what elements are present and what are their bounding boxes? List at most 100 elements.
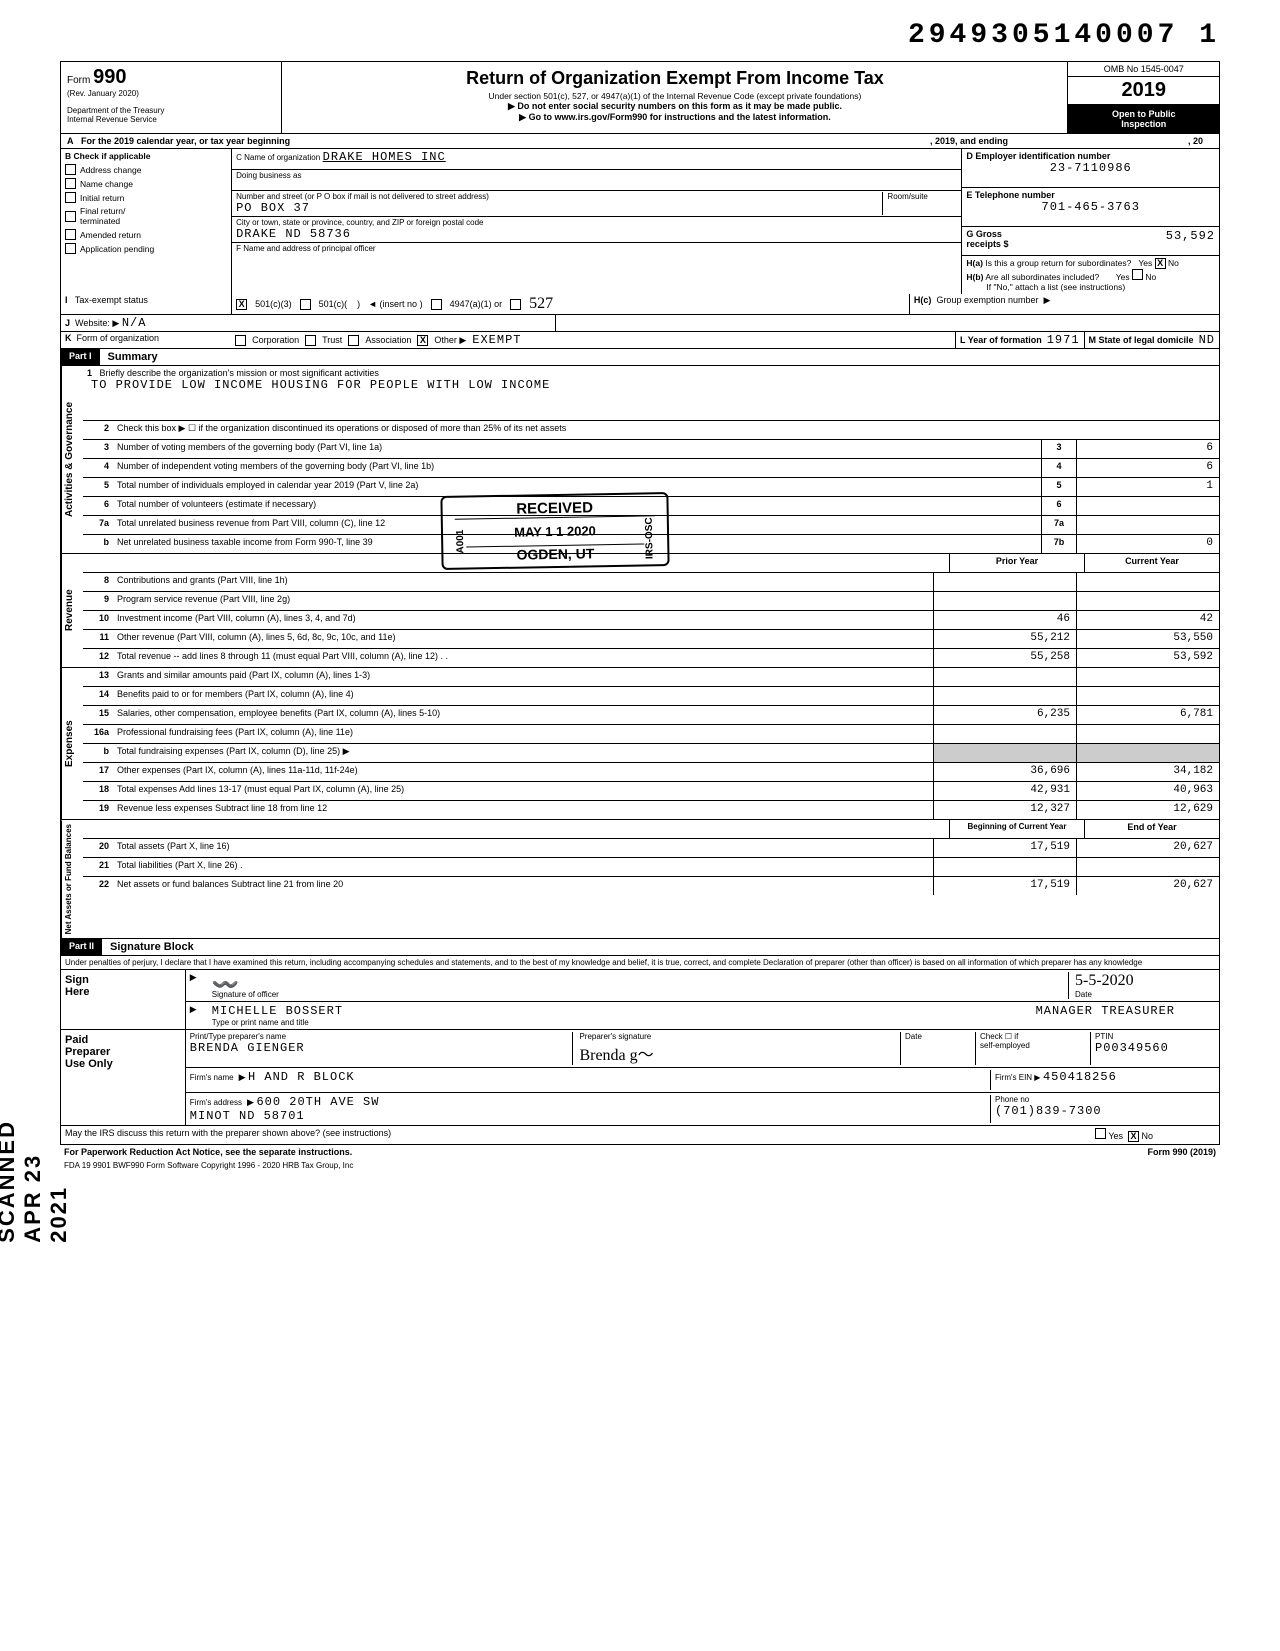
asset-line: 22Net assets or fund balances Subtract l… [83, 877, 1219, 895]
ein-val: 23-7110986 [966, 161, 1215, 175]
form-header: Form 990 (Rev. January 2020) Department … [60, 61, 1220, 134]
h-note: If "No," attach a list (see instructions… [966, 282, 1215, 292]
open-inspection: Open to Public Inspection [1068, 105, 1219, 133]
perjury-text: Under penalties of perjury, I declare th… [60, 956, 1220, 970]
form-number: 990 [93, 66, 126, 88]
omb-number: OMB No 1545-0047 [1068, 62, 1219, 77]
asset-line: 21Total liabilities (Part X, line 26) . [83, 858, 1219, 877]
city-label: City or town, state or province, country… [236, 218, 957, 227]
expense-line: 13Grants and similar amounts paid (Part … [83, 668, 1219, 687]
other-val: EXEMPT [472, 333, 521, 347]
ptin-label: PTIN [1095, 1032, 1215, 1041]
hc-text: Group exemption number [936, 295, 1038, 305]
line-a-begin: For the 2019 calendar year, or tax year … [81, 136, 930, 146]
phone-label: E Telephone number [966, 190, 1215, 200]
yearform-val: 1971 [1047, 333, 1080, 347]
document-number: 2949305140007 1 [60, 20, 1220, 51]
prior-year-header: Prior Year [949, 554, 1084, 572]
firm-phone-label: Phone no [995, 1095, 1215, 1104]
firm-ein: 450418256 [1043, 1070, 1117, 1084]
phone-val: 701-465-3763 [966, 200, 1215, 214]
governance-line: 5Total number of individuals employed in… [83, 478, 1219, 497]
ptin-val: P00349560 [1095, 1041, 1215, 1055]
discuss-text: May the IRS discuss this return with the… [65, 1128, 1095, 1142]
hb-no-check [1132, 269, 1143, 280]
prep-name-label: Print/Type preparer's name [190, 1032, 563, 1041]
mission-val: TO PROVIDE LOW INCOME HOUSING FOR PEOPLE… [87, 378, 550, 392]
governance-line: 3Number of voting members of the governi… [83, 440, 1219, 459]
form-dept: Department of the Treasury Internal Reve… [67, 106, 275, 124]
check-self-label: Check ☐ if self-employed [975, 1032, 1080, 1065]
officer-label: F Name and address of principal officer [236, 244, 375, 278]
revenue-line: 9Program service revenue (Part VIII, lin… [83, 592, 1219, 611]
opt-trust: Trust [322, 335, 342, 345]
revenue-line: 10Investment income (Part VIII, column (… [83, 611, 1219, 630]
governance-label: Activities & Governance [61, 366, 83, 553]
opt-corp: Corporation [252, 335, 299, 345]
formorg-label: Form of organization [77, 333, 160, 343]
line-a-mid: , 2019, and ending [930, 136, 1008, 146]
governance-line: 6Total number of volunteers (estimate if… [83, 497, 1219, 516]
checkb-item: Amended return [65, 229, 227, 240]
prep-date-label: Date [905, 1032, 965, 1041]
sig-date-label: Date [1075, 990, 1215, 999]
expense-line: 18Total expenses Add lines 13-17 (must e… [83, 782, 1219, 801]
sig-date-hand: 5-5-2020 [1075, 972, 1215, 990]
part-ii-header: Part II [61, 939, 102, 955]
501c3-check [236, 299, 247, 310]
gross-label: G Gross receipts $ [966, 229, 1008, 253]
paid-prep-label: Paid Preparer Use Only [61, 1030, 185, 1125]
scanned-stamp: SCANNED APR 23 2021 [0, 1120, 72, 1243]
sig-officer-label: Signature of officer [212, 990, 1058, 999]
firm-name: H AND R BLOCK [248, 1070, 355, 1084]
begin-year-header: Beginning of Current Year [949, 820, 1084, 838]
taxexempt-label: Tax-exempt status [75, 295, 148, 305]
org-name-label: C Name of organization [236, 153, 320, 162]
527-label: 527 [529, 295, 553, 313]
end-year-header: End of Year [1084, 820, 1219, 838]
governance-line: bNet unrelated business taxable income f… [83, 535, 1219, 553]
website-val: N/A [122, 316, 147, 330]
footer-left: For Paperwork Reduction Act Notice, see … [64, 1147, 352, 1157]
checkb-header: Check if applicable [74, 151, 151, 161]
revenue-label: Revenue [61, 554, 83, 667]
sign-here-label: Sign Here [61, 970, 185, 1029]
org-name: DRAKE HOMES INC [323, 150, 446, 164]
opt-assoc: Association [365, 335, 411, 345]
officer-title: MANAGER TREASURER [1036, 1004, 1175, 1018]
checkb-item: Final return/ terminated [65, 206, 227, 226]
website-label: Website: [75, 318, 110, 328]
hb-text: Are all subordinates included? [985, 272, 1099, 282]
opt-other: Other ▶ [434, 335, 466, 346]
checkb-item: Name change [65, 178, 227, 189]
form-title: Return of Organization Exempt From Incom… [290, 68, 1059, 89]
prep-name: BRENDA GIENGER [190, 1041, 563, 1055]
checkb-item: Address change [65, 164, 227, 175]
ha-no-check [1155, 258, 1166, 269]
room-label: Room/suite [882, 192, 957, 215]
type-name-label: Type or print name and title [212, 1018, 1215, 1027]
expenses-label: Expenses [61, 668, 83, 819]
discuss-no-check [1128, 1131, 1139, 1142]
4947-label: 4947(a)(1) or [450, 299, 503, 309]
insert-no: ◄ (insert no ) [368, 299, 422, 309]
revenue-line: 11Other revenue (Part VIII, column (A), … [83, 630, 1219, 649]
firm-name-label: Firm's name [190, 1073, 234, 1082]
form-revision: (Rev. January 2020) [67, 89, 275, 98]
expense-line: 14Benefits paid to or for members (Part … [83, 687, 1219, 706]
state-label: M State of legal domicile [1089, 335, 1194, 345]
arrow-line-2: Go to www.irs.gov/Form990 for instructio… [529, 112, 831, 122]
firm-ein-label: Firm's EIN ▶ [995, 1073, 1040, 1082]
part-i-title: Summary [100, 349, 166, 365]
line-a-end: , 20 [1188, 136, 1203, 146]
dba-label: Doing business as [236, 171, 301, 189]
part-i-header: Part I [61, 349, 100, 365]
current-year-header: Current Year [1084, 554, 1219, 572]
revenue-line: 8Contributions and grants (Part VIII, li… [83, 573, 1219, 592]
gross-val: 53,592 [1008, 229, 1215, 253]
street-val: PO BOX 37 [236, 201, 882, 215]
asset-line: 20Total assets (Part X, line 16)17,51920… [83, 839, 1219, 858]
netassets-label: Net Assets or Fund Balances [61, 820, 83, 938]
line2-desc: Check this box ▶ ☐ if the organization d… [113, 421, 1219, 439]
yearform-label: L Year of formation [960, 335, 1042, 345]
